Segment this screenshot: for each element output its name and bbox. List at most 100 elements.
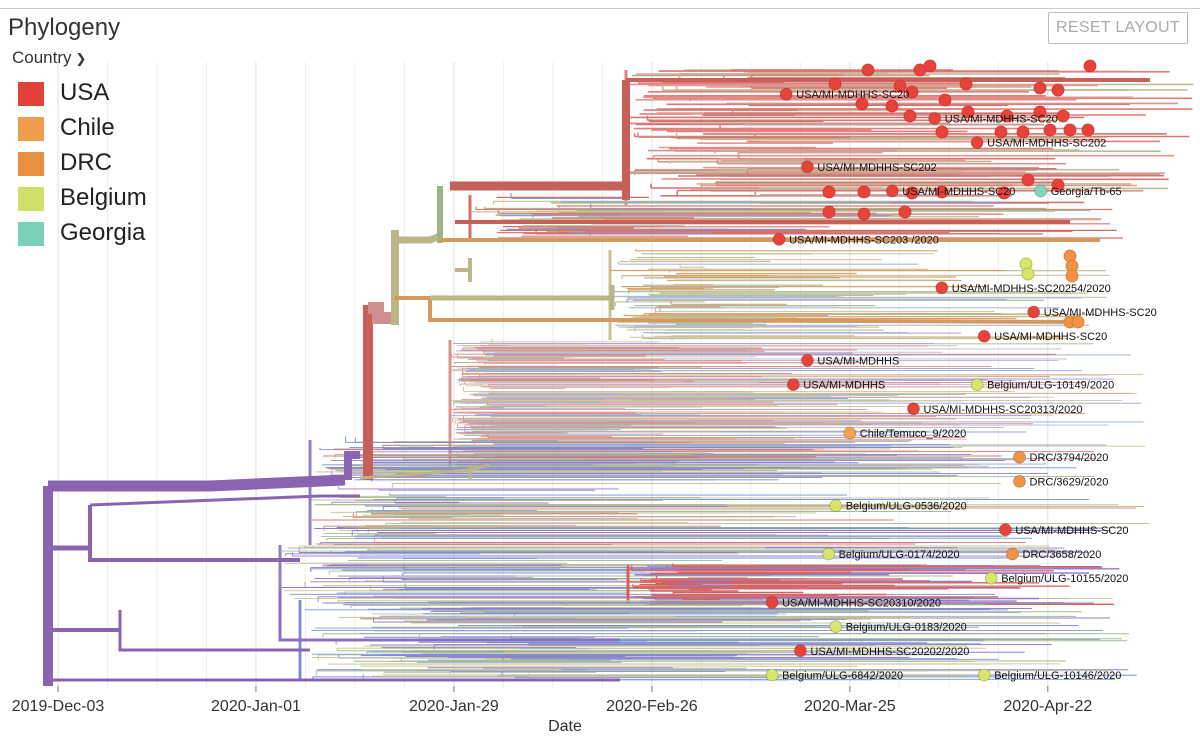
clade-band [468,192,1123,240]
tip-marker [828,77,842,91]
tip-marker [1063,123,1077,137]
tip-marker-belgium[interactable] [829,499,843,513]
x-tick-label: 2020-Jan-01 [211,698,301,715]
tip-marker-belgium[interactable] [829,620,843,633]
tip-label: DRC/3629/2020 [1030,476,1109,488]
legend-label: Chile [60,114,115,141]
tip-marker [1033,105,1047,119]
tip-marker-usa[interactable] [772,232,786,246]
reset-layout-button[interactable]: RESET LAYOUT [1048,12,1188,44]
tip-marker [893,79,907,93]
tip-cluster [822,59,1097,329]
tip-marker-belgium[interactable] [977,668,991,682]
tip-marker-usa[interactable] [907,402,920,416]
tip-marker [822,185,836,199]
tip-marker [857,185,871,199]
tip-marker-drc[interactable] [1013,450,1026,464]
tip-marker-usa[interactable] [928,112,942,125]
x-tick-label: 2020-Mar-25 [804,698,896,715]
tip-marker-chile[interactable] [843,426,857,440]
tip-label: USA/MI-MDHHS [817,355,899,367]
tip-label: USA/MI-MDHHS-SC20310/2020 [782,597,941,609]
tip-label: Belgium/ULG-0536/2020 [846,501,967,513]
tip-label: USA/MI-MDHHS-SC202 [817,162,936,174]
tip-marker [861,63,875,77]
tip-label: Belgium/ULG-10155/2020 [1001,573,1128,585]
legend-label: Georgia [60,219,146,246]
legend-swatch [18,222,44,246]
tip-marker [905,186,919,200]
tip-marker [1071,315,1085,329]
tip-marker-usa[interactable] [999,523,1012,537]
tip-marker [857,207,871,221]
tip-marker-belgium[interactable] [765,668,779,682]
tip-marker [903,109,917,123]
tip-marker [822,205,836,219]
tip-marker [935,185,949,199]
tip-label: USA/MI-MDHHS-SC20 [796,89,909,101]
tip-marker [997,186,1011,200]
tip-label: USA/MI-MDHHS-SC20254/2020 [952,283,1111,295]
clade-band [608,249,1110,341]
color-by-dropdown[interactable]: Country ❯ [12,48,86,68]
tip-marker-drc[interactable] [1013,474,1026,488]
tip-label: USA/MI-MDHHS-SC20 [945,113,1058,125]
clade-band [298,600,1137,682]
tip-marker-usa[interactable] [885,184,899,198]
backbone-branch [48,474,346,492]
tip-labels: USA/MI-MDHHS-SC20 USA/MI-MDHHS-SC20 USA/MI… [765,87,1157,682]
tip-marker [1051,83,1065,97]
tip-marker-usa[interactable] [786,378,800,392]
tip-marker-usa[interactable] [801,160,814,174]
tip-marker-drc[interactable] [1006,547,1019,561]
legend-label: Belgium [60,184,147,211]
tip-marker-usa[interactable] [970,136,984,150]
x-tick-label: 2020-Apr-22 [1003,698,1092,715]
tip-marker [1016,125,1030,139]
backbone-branch [395,232,442,244]
tip-marker [994,125,1008,139]
x-tick-label: 2020-Feb-26 [606,698,698,715]
backbone-branch [278,590,620,642]
tip-label: USA/MI-MDHHS [803,380,885,392]
tip-label: Belgium/ULG-10149/2020 [987,380,1114,392]
tip-marker [1081,123,1095,137]
tip-marker-usa[interactable] [1027,305,1041,319]
legend-label: DRC [60,149,112,176]
tip-label: USA/MI-MDHHS-SC202 [987,138,1106,150]
tip-marker [923,59,937,73]
legend-swatch [18,117,44,141]
tip-marker-usa[interactable] [977,329,991,343]
tip-marker [1033,81,1047,95]
tip-marker-belgium[interactable] [970,378,984,392]
backbone-branch [89,494,360,507]
x-tick-label: 2019-Dec-03 [12,698,105,715]
backbone-branch [118,610,310,652]
tip-marker [885,99,899,113]
tip-label: Chile/Temuco_9/2020 [860,428,966,440]
tip-label: USA/MI-MDHHS-SC20202/2020 [810,646,969,658]
tip-marker-usa[interactable] [801,353,814,367]
tip-marker [935,125,949,139]
tip-marker [959,77,973,91]
backbone [43,78,1150,686]
tip-marker [905,85,919,99]
tip-marker-belgium[interactable] [822,547,835,561]
tip-label: DRC/3658/2020 [1023,549,1102,561]
background-clades [278,69,1194,682]
legend-swatch [18,187,44,211]
tip-marker-usa[interactable] [935,281,949,295]
x-axis: 2019-Dec-03 2020-Jan-01 2020-Jan-29 2020-Fe… [12,686,1092,715]
tip-marker-usa[interactable] [794,644,807,658]
tip-marker-georgia[interactable] [1034,184,1048,198]
tip-marker-usa[interactable] [779,87,793,101]
legend-swatch [18,152,44,176]
tip-marker-belgium[interactable] [984,571,998,585]
tip-marker-usa[interactable] [765,596,779,609]
x-tick-label: 2020-Jan-29 [409,698,499,715]
chevron-down-icon: ❯ [75,51,87,66]
tip-marker [1021,267,1035,281]
tip-label: Georgia/Tb-65 [1051,186,1122,198]
tip-label: Belgium/ULG-0183/2020 [846,622,967,634]
